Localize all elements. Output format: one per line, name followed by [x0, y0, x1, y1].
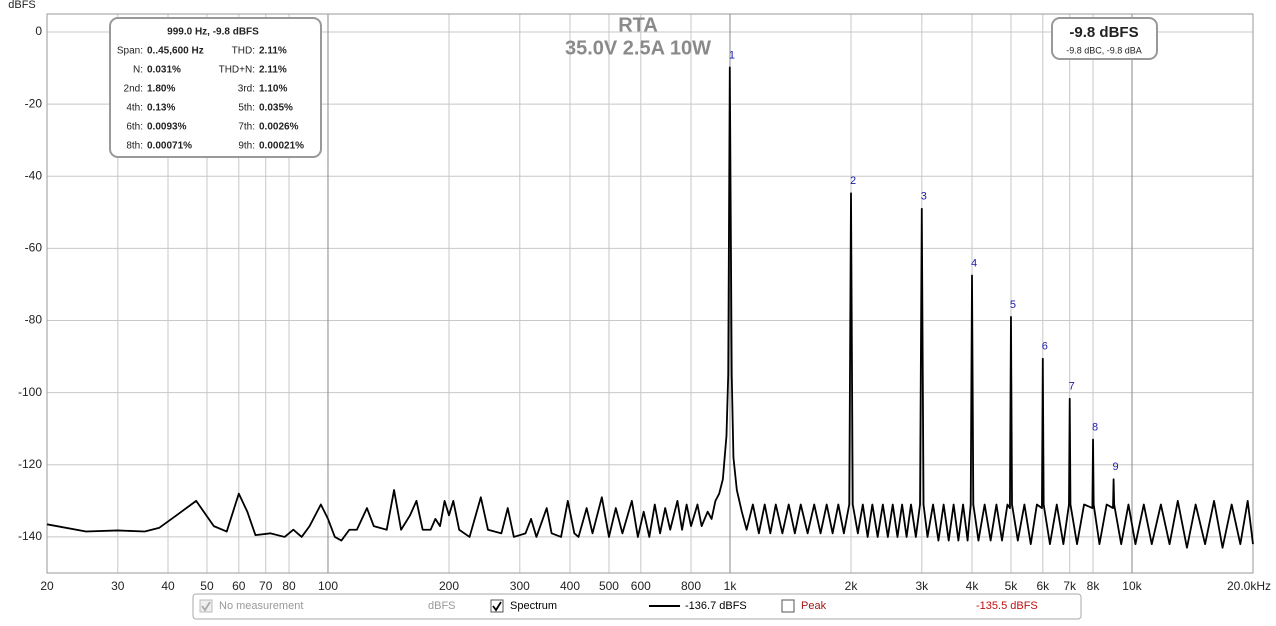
legend-value: -135.5 dBFS: [976, 600, 1038, 612]
stats-label: THD+N:: [219, 65, 255, 76]
harmonic-label: 7: [1069, 381, 1075, 393]
stats-value: 2.11%: [259, 46, 287, 57]
stats-header: 999.0 Hz, -9.8 dBFS: [167, 27, 259, 38]
stats-label: 2nd:: [124, 84, 143, 95]
x-tick-label: 50: [200, 579, 214, 593]
harmonic-label: 9: [1113, 461, 1119, 473]
checkmark: [201, 601, 211, 612]
legend-bar: [192, 593, 1082, 620]
x-tick-label: 500: [599, 579, 619, 593]
x-tick-label: 200: [439, 579, 459, 593]
stats-label: N:: [133, 65, 143, 76]
harmonic-label: 3: [921, 191, 927, 203]
y-tick-label: -60: [25, 241, 43, 255]
x-tick-label: 3k: [915, 579, 929, 593]
x-tick-label: 100: [318, 579, 338, 593]
legend-value: dBFS: [428, 600, 456, 612]
stats-label: Span:: [117, 46, 143, 57]
y-tick-label: -100: [18, 385, 42, 399]
x-tick-label: 1k: [724, 579, 738, 593]
x-tick-label: 20.0kHz: [1227, 579, 1271, 593]
x-tick-label: 7k: [1063, 579, 1077, 593]
y-tick-label: -20: [25, 96, 43, 110]
legend-name: Peak: [801, 600, 827, 612]
legend-checkbox: [199, 599, 213, 613]
legend-checkbox[interactable]: [781, 599, 795, 613]
stats-value: 0..45,600 Hz: [147, 46, 204, 57]
stats-label: THD:: [232, 46, 255, 57]
harmonic-label: 2: [850, 175, 856, 187]
legend-checkbox[interactable]: [490, 599, 504, 613]
chart-subtitle: 35.0V 2.5A 10W: [565, 37, 711, 59]
stats-value: 0.13%: [147, 103, 175, 114]
x-tick-label: 4k: [966, 579, 980, 593]
stats-value: 0.035%: [259, 103, 293, 114]
x-tick-label: 30: [111, 579, 125, 593]
harmonic-label: 4: [971, 257, 977, 269]
stats-label: 5th:: [238, 103, 255, 114]
stats-label: 4th:: [126, 103, 143, 114]
level-box: [1051, 17, 1158, 60]
level-sub: -9.8 dBC, -9.8 dBA: [1066, 45, 1142, 55]
x-tick-label: 80: [282, 579, 296, 593]
legend-value: -136.7 dBFS: [685, 600, 747, 612]
stats-label: 3rd:: [238, 84, 255, 95]
plot-border: [46, 13, 1254, 574]
y-tick-label: -120: [18, 457, 42, 471]
harmonic-label: 1: [729, 49, 735, 61]
x-tick-label: 70: [259, 579, 273, 593]
stats-label: 9th:: [238, 141, 255, 152]
x-tick-label: 400: [560, 579, 580, 593]
harmonic-label: 5: [1010, 299, 1016, 311]
stats-value: 0.00071%: [147, 141, 192, 152]
legend-name: No measurement: [219, 600, 303, 612]
y-tick-label: 0: [35, 24, 42, 38]
stats-value: 0.0026%: [259, 122, 299, 133]
x-tick-label: 300: [510, 579, 530, 593]
x-tick-label: 800: [681, 579, 701, 593]
stats-value: 1.80%: [147, 84, 175, 95]
checkmark: [492, 601, 502, 612]
y-tick-label: -40: [25, 168, 43, 182]
legend-name: Spectrum: [510, 600, 557, 612]
harmonic-label: 6: [1042, 341, 1048, 353]
stats-label: 7th:: [238, 122, 255, 133]
x-tick-label: 600: [631, 579, 651, 593]
stats-value: 0.0093%: [147, 122, 187, 133]
y-tick-label: -140: [18, 529, 42, 543]
stats-value: 1.10%: [259, 84, 287, 95]
stats-label: 8th:: [126, 141, 143, 152]
stats-value: 2.11%: [259, 65, 287, 76]
x-tick-label: 20: [40, 579, 54, 593]
stats-value: 0.00021%: [259, 141, 304, 152]
level-main: -9.8 dBFS: [1069, 24, 1138, 41]
y-axis-label: dBFS: [8, 0, 36, 11]
x-tick-label: 6k: [1036, 579, 1050, 593]
x-tick-label: 5k: [1005, 579, 1019, 593]
harmonic-label: 8: [1092, 421, 1098, 433]
x-tick-label: 8k: [1087, 579, 1101, 593]
chart-title: RTA: [618, 14, 658, 36]
x-tick-label: 2k: [845, 579, 859, 593]
y-tick-label: -80: [25, 313, 43, 327]
x-tick-label: 40: [161, 579, 175, 593]
stats-label: 6th:: [126, 122, 143, 133]
spectrum-line: [46, 66, 1254, 549]
x-tick-label: 60: [232, 579, 246, 593]
stats-box: [109, 17, 322, 158]
stats-value: 0.031%: [147, 65, 181, 76]
x-tick-label: 10k: [1122, 579, 1142, 593]
